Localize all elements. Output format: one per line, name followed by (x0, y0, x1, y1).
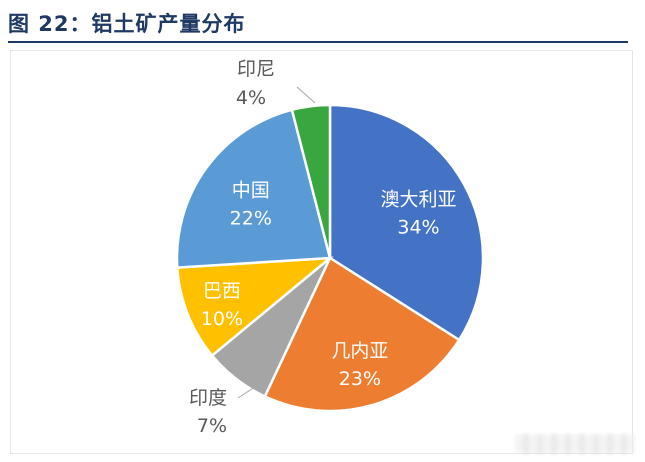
slice-label-2: 几内亚 (331, 340, 388, 362)
pie-slice-5 (175, 108, 332, 269)
leader-line-3 (237, 384, 259, 399)
slice-value-4: 10% (201, 308, 243, 330)
slice-value-1: 34% (397, 216, 439, 238)
pie-slice-6 (290, 103, 332, 259)
leader-line-6 (296, 86, 316, 104)
slice-label-1: 澳大利亚 (380, 188, 456, 210)
figure-title: 图 22：铝土矿产量分布 (8, 12, 246, 36)
slice-label-6: 印尼 (237, 58, 275, 80)
slice-value-2: 23% (339, 368, 381, 390)
slice-value-3: 7% (197, 415, 227, 437)
pie-slice-4 (175, 256, 334, 358)
watermark (515, 434, 635, 454)
slice-label-3: 印度 (189, 387, 227, 409)
slice-value-5: 22% (230, 207, 272, 229)
slice-label-5: 中国 (232, 179, 270, 201)
pie-slice-2 (263, 256, 461, 413)
title-underline (8, 41, 628, 43)
slice-label-4: 巴西 (203, 280, 241, 302)
slice-value-6: 4% (236, 87, 266, 109)
